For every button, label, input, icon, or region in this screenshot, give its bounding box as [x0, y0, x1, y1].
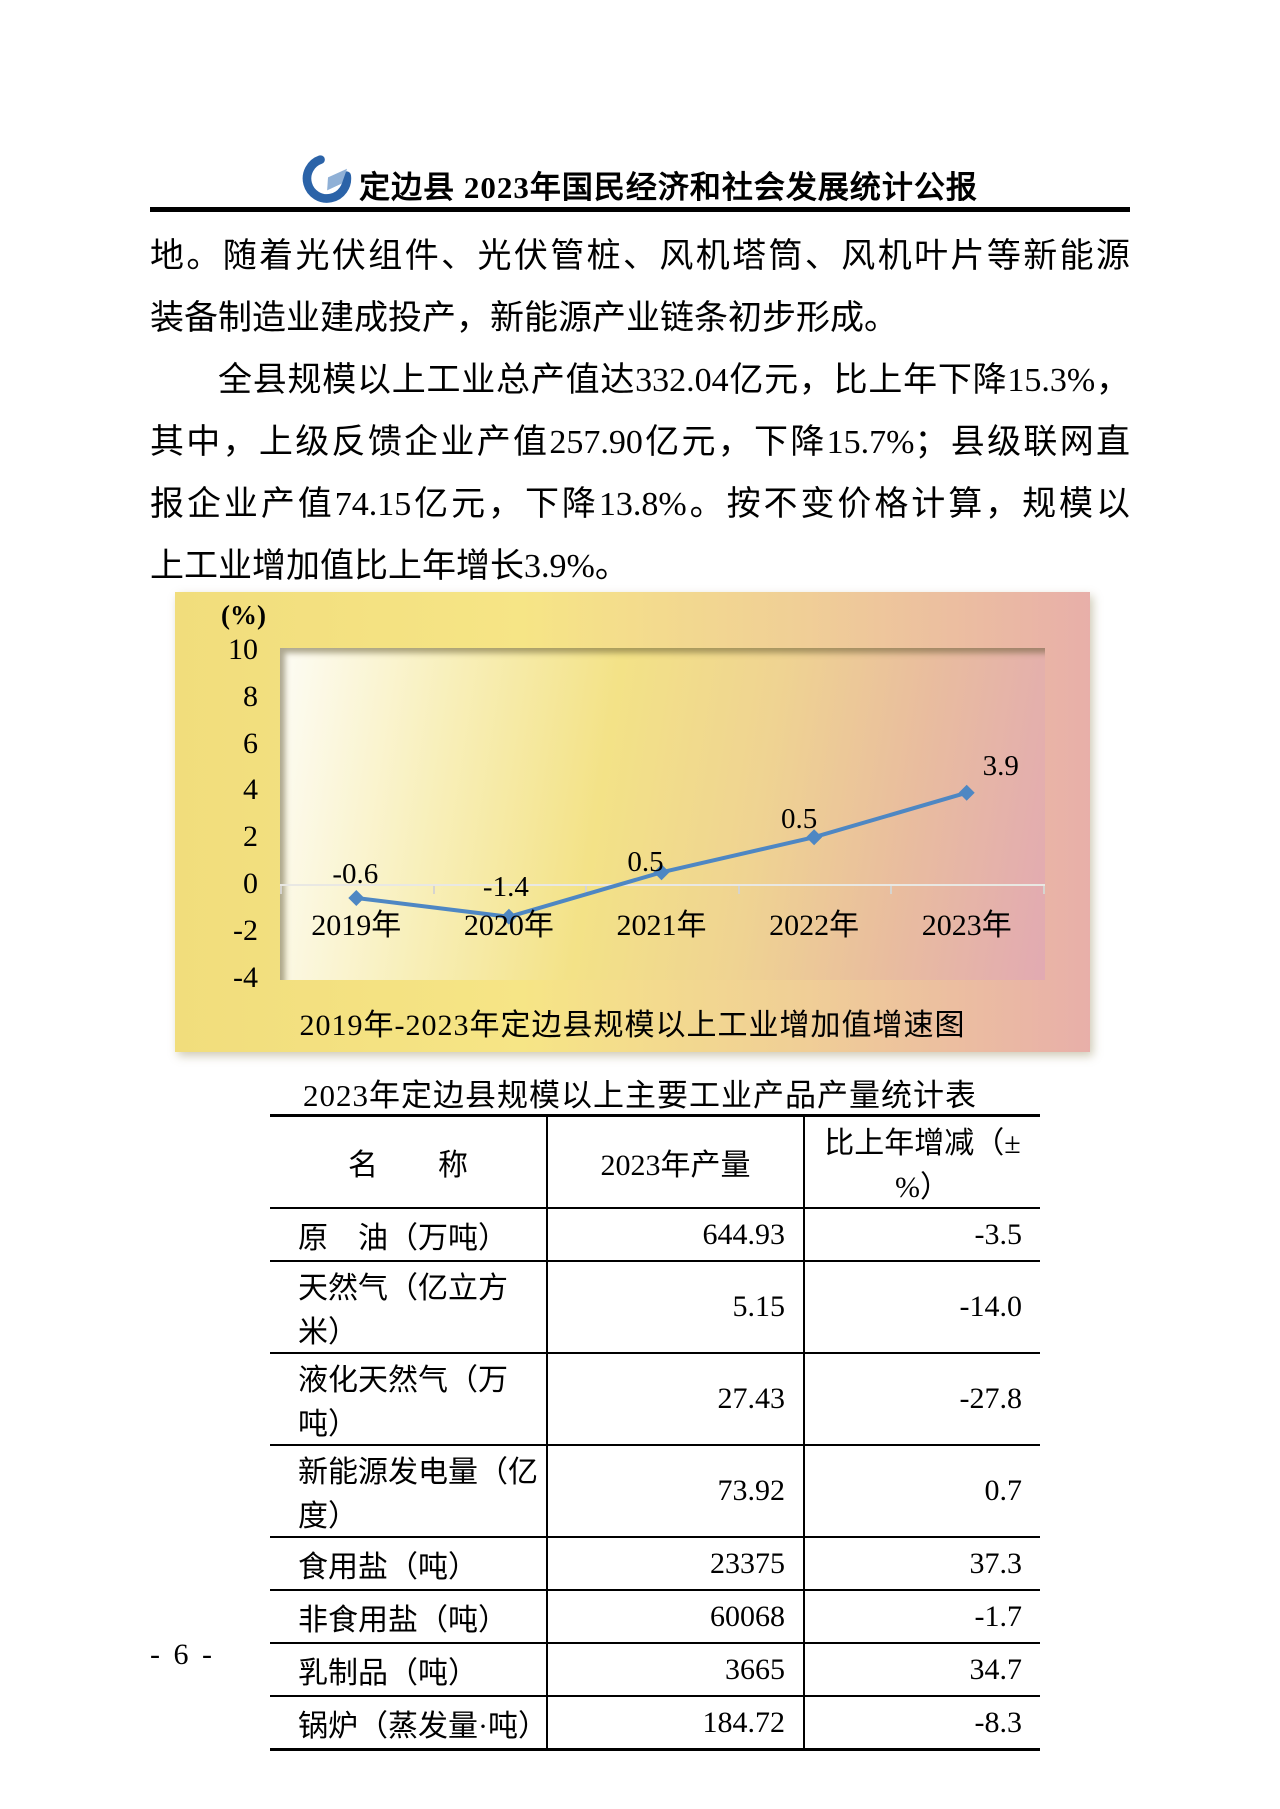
table-header-row: 名 称 2023年产量 比上年增减（±%）: [270, 1115, 1040, 1209]
yoy-change-cell: -27.8: [803, 1353, 1040, 1446]
product-name-cell: 液化天然气（万吨）: [270, 1353, 547, 1446]
growth-line-series: [348, 784, 975, 925]
body-line: 装备制造业建成投产，新能源产业链条初步形成。: [150, 300, 898, 337]
col-header-output: 2023年产量: [546, 1115, 804, 1209]
axis-tick: [433, 886, 435, 894]
x-axis-label: 2022年: [769, 909, 860, 942]
output-2023-cell: 23375: [546, 1537, 804, 1591]
x-axis-label: 2019年: [311, 909, 402, 942]
body-line: 其中，上级反馈企业产值257.90亿元，下降15.7%；县级联网直: [150, 424, 1130, 461]
yoy-change-cell: -1.7: [803, 1590, 1040, 1644]
x-axis-label: 2020年: [463, 909, 554, 942]
page-number: - 6 -: [150, 1638, 215, 1671]
yoy-change-cell: 34.7: [803, 1643, 1040, 1697]
stats-table-body: 原 油（万吨） 644.93 -3.5 天然气（亿立方米） 5.15 -14.0 液化天然气…: [270, 1208, 1040, 1751]
product-name-cell: 乳制品（吨）: [270, 1643, 547, 1697]
data-point-label: 3.9: [982, 749, 1019, 782]
data-point-label: 0.5: [627, 846, 664, 879]
industrial-output-table: 名 称 2023年产量 比上年增减（±%） 原 油（万吨） 644.93 -3.5 天…: [270, 1114, 1040, 1751]
y-tick-label: 2: [243, 820, 258, 854]
x-axis-label: 2021年: [616, 909, 707, 942]
yoy-change-cell: -3.5: [803, 1208, 1040, 1262]
zero-gridline: [280, 884, 1045, 886]
document-title: 定边县 2023年国民经济和社会发展统计公报: [359, 170, 978, 205]
table-row: 锅炉（蒸发量·吨） 184.72 -8.3: [270, 1696, 1040, 1751]
axis-tick: [890, 886, 892, 894]
output-2023-cell: 3665: [546, 1643, 804, 1697]
y-axis-unit-label: (%): [221, 600, 266, 630]
y-tick-label: 10: [228, 633, 258, 666]
product-name-cell: 天然气（亿立方米）: [270, 1261, 547, 1354]
table-title: 2023年定边县规模以上主要工业产品产量统计表: [303, 1078, 977, 1113]
y-tick-label: 8: [243, 679, 258, 713]
product-name-cell: 非食用盐（吨）: [270, 1590, 547, 1644]
product-name-cell: 锅炉（蒸发量·吨）: [270, 1696, 548, 1751]
body-line: 全县规模以上工业总产值达332.04亿元，比上年下降15.3%，: [218, 362, 1130, 399]
y-tick-label: 4: [243, 773, 258, 807]
axis-tick: [1043, 886, 1045, 894]
y-tick-label: -4: [233, 960, 258, 994]
axis-tick: [280, 886, 282, 894]
output-2023-cell: 644.93: [546, 1208, 804, 1262]
table-row: 原 油（万吨） 644.93 -3.5: [270, 1208, 1040, 1262]
output-2023-cell: 73.92: [546, 1445, 804, 1538]
page-header: 定边县 2023年国民经济和社会发展统计公报: [150, 136, 1130, 206]
data-point-label: -1.4: [482, 870, 529, 903]
table-row: 乳制品（吨） 3665 34.7: [270, 1643, 1040, 1697]
table-row: 非食用盐（吨） 60068 -1.7: [270, 1590, 1040, 1644]
product-name-cell: 新能源发电量（亿度）: [270, 1445, 547, 1538]
table-row: 食用盐（吨） 23375 37.3: [270, 1537, 1040, 1591]
yoy-change-cell: 37.3: [803, 1537, 1040, 1591]
data-point-label: -0.6: [332, 858, 379, 891]
yoy-change-cell: -8.3: [803, 1696, 1040, 1751]
x-axis-label: 2023年: [921, 909, 1012, 942]
output-2023-cell: 27.43: [546, 1353, 804, 1446]
industry-growth-chart: (%) 2019年-2023年定边县规模以上工业增加值增速图 10 8 6 4 2 0 -2…: [175, 592, 1090, 1052]
product-name-cell: 食用盐（吨）: [270, 1537, 547, 1591]
axis-tick: [585, 886, 587, 894]
output-2023-cell: 184.72: [546, 1696, 804, 1751]
body-text: 地。随着光伏组件、光伏管桩、风机塔筒、风机叶片等新能源 装备制造业建成投产，新能…: [150, 226, 1130, 598]
table-row: 新能源发电量（亿度） 73.92 0.7: [270, 1445, 1040, 1538]
body-line: 上工业增加值比上年增长3.9%。: [150, 548, 629, 585]
output-2023-cell: 5.15: [546, 1261, 804, 1354]
yoy-change-cell: -14.0: [803, 1261, 1040, 1354]
table-row: 天然气（亿立方米） 5.15 -14.0: [270, 1261, 1040, 1354]
body-line: 报企业产值74.15亿元，下降13.8%。按不变价格计算，规模以: [150, 486, 1130, 523]
y-tick-label: 0: [243, 867, 258, 900]
col-header-name: 名 称: [270, 1115, 547, 1209]
data-point-label: 0.5: [780, 803, 818, 836]
axis-tick: [738, 886, 740, 894]
header-rule: [150, 207, 1130, 212]
product-name-cell: 原 油（万吨）: [270, 1208, 547, 1262]
col-header-change: 比上年增减（±%）: [803, 1115, 1040, 1209]
yoy-change-cell: 0.7: [803, 1445, 1040, 1538]
chart-title: 2019年-2023年定边县规模以上工业增加值增速图: [299, 1009, 966, 1042]
y-tick-label: 6: [243, 726, 258, 760]
table-row: 液化天然气（万吨） 27.43 -27.8: [270, 1353, 1040, 1446]
plot-area: [280, 648, 1045, 980]
output-2023-cell: 60068: [546, 1590, 804, 1644]
statistics-bureau-logo-icon: [302, 155, 352, 203]
body-line: 地。随着光伏组件、光伏管桩、风机塔筒、风机叶片等新能源: [150, 238, 1130, 275]
y-tick-label: -2: [233, 913, 258, 947]
